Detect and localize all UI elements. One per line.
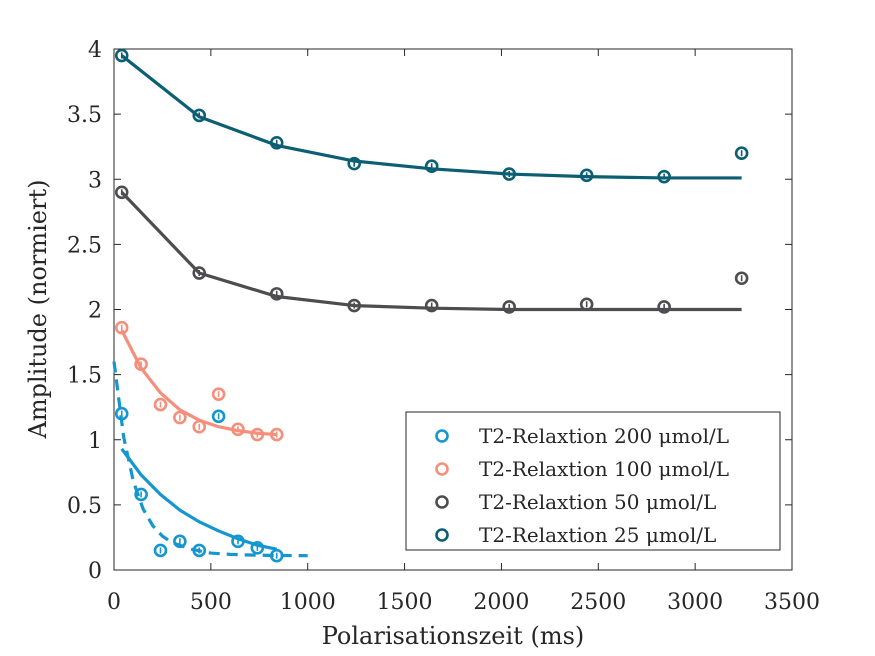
data-point [502, 300, 516, 314]
data-point [192, 266, 207, 280]
data-point [579, 297, 594, 312]
data-point [192, 108, 207, 123]
series-fit-line [120, 447, 278, 551]
y-tick-label: 0.5 [67, 494, 102, 519]
data-point [269, 548, 284, 563]
x-axis-ticks: 0 500 1000 1500 2000 2500 3000 3500 [107, 49, 820, 615]
x-tick-label: 0 [107, 590, 121, 615]
data-point [424, 298, 439, 313]
x-tick-label: 2500 [570, 590, 626, 615]
y-axis-title: Amplitude (normiert) [24, 180, 52, 440]
y-tick-label: 3 [88, 168, 102, 193]
data-point [192, 419, 207, 434]
legend-marker [435, 462, 449, 476]
data-point [114, 48, 129, 63]
data-point [211, 409, 226, 424]
x-tick-label: 3000 [667, 590, 723, 615]
data-point [192, 543, 207, 558]
data-point [114, 320, 129, 335]
legend-marker [435, 495, 449, 509]
x-tick-label: 1500 [377, 590, 433, 615]
legend-marker [435, 429, 449, 443]
data-point [134, 487, 148, 502]
data-point [211, 387, 226, 401]
legend-label: T2-Relaxtion 25 μmol/L [479, 523, 716, 547]
data-point [269, 287, 284, 301]
data-point [657, 300, 671, 314]
data-markers [114, 48, 749, 563]
legend-label: T2-Relaxtion 100 μmol/L [479, 457, 729, 481]
data-point [114, 185, 129, 200]
y-axis-ticks: 0 0.5 1 1.5 2 2.5 3 3.5 4 [67, 38, 792, 584]
data-point [153, 543, 168, 558]
x-axis-title: Polarisationszeit (ms) [322, 622, 585, 650]
y-tick-label: 1.5 [67, 364, 102, 389]
legend-marker [435, 528, 449, 542]
data-point [269, 427, 284, 442]
x-tick-label: 3500 [764, 590, 820, 615]
data-point [250, 427, 265, 442]
data-point [657, 169, 671, 184]
data-point [734, 271, 749, 286]
x-tick-label: 2000 [473, 590, 529, 615]
data-point [347, 298, 362, 313]
legend: T2-Relaxtion 200 μmol/L T2-Relaxtion 100 … [405, 411, 781, 551]
data-point [424, 159, 439, 174]
y-tick-label: 2 [88, 299, 102, 324]
data-point [173, 410, 187, 425]
y-tick-label: 1 [88, 429, 102, 454]
data-point [114, 406, 129, 421]
legend-box [405, 411, 781, 551]
y-tick-label: 0 [88, 559, 102, 584]
y-tick-label: 2.5 [67, 233, 102, 258]
data-point [231, 422, 245, 437]
legend-label: T2-Relaxtion 50 μmol/L [479, 490, 716, 514]
data-point [173, 534, 187, 549]
x-tick-label: 500 [190, 590, 232, 615]
y-tick-label: 4 [88, 38, 102, 63]
data-point [347, 156, 362, 171]
data-point [269, 135, 284, 150]
data-point [734, 146, 749, 160]
data-point [134, 357, 148, 372]
data-point [153, 397, 168, 412]
series-fit-line-dashed [112, 361, 308, 558]
data-point [250, 541, 265, 555]
y-tick-label: 3.5 [67, 103, 102, 128]
data-point [231, 534, 245, 549]
legend-label: T2-Relaxtion 200 μmol/L [479, 424, 729, 448]
data-point [502, 167, 516, 181]
x-tick-label: 1000 [280, 590, 336, 615]
data-point [579, 168, 594, 183]
